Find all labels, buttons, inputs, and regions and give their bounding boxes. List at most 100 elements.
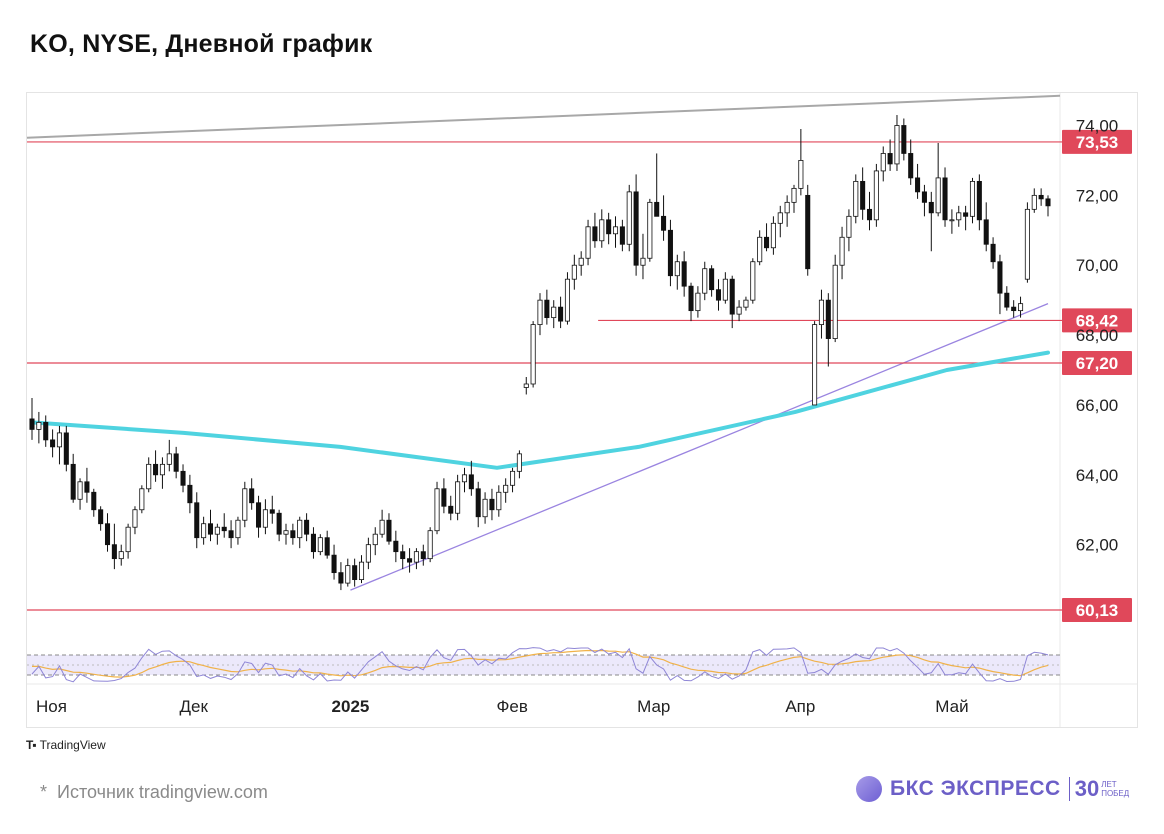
candle-body <box>715 289 722 301</box>
candle-body <box>269 509 275 514</box>
candle-body <box>29 418 35 430</box>
candle-body <box>942 177 948 221</box>
candle-body <box>43 422 49 441</box>
y-tick-label: 72,00 <box>1076 186 1119 205</box>
candle-body <box>434 488 440 532</box>
candle-body <box>420 551 426 560</box>
candle-body <box>839 236 845 266</box>
level-label-bg <box>1062 351 1132 376</box>
candle-body <box>654 201 660 217</box>
brand-separator <box>1068 777 1070 801</box>
candle-body <box>949 219 955 222</box>
candle-body <box>791 187 797 203</box>
candle-body <box>798 160 804 189</box>
candle-body <box>516 453 522 472</box>
candle-body <box>887 153 893 165</box>
candle-body <box>1024 208 1030 280</box>
brand-name: БКС ЭКСПРЕСС <box>890 777 1061 801</box>
candle-body <box>976 180 982 221</box>
candle-body <box>729 278 735 315</box>
candle-body <box>352 565 358 581</box>
candle-body <box>709 268 715 291</box>
candle-body <box>667 229 673 277</box>
candle-body <box>290 530 296 539</box>
candle-body <box>558 306 564 322</box>
candle-body <box>146 463 152 490</box>
candle-body <box>324 537 330 556</box>
x-tick-label: Апр <box>785 697 815 716</box>
candle-body <box>118 551 124 560</box>
y-tick-label: 66,00 <box>1076 396 1119 415</box>
candle-body <box>256 502 262 528</box>
candle-body <box>77 481 83 500</box>
candle-body <box>880 153 886 172</box>
candle-body <box>846 215 852 238</box>
candle-body <box>681 261 687 287</box>
x-tick-label: Май <box>935 697 968 716</box>
candle-body <box>393 540 399 553</box>
candle-body <box>661 215 667 231</box>
candle-body <box>688 285 694 312</box>
candle-body <box>585 226 591 259</box>
candle-body <box>750 261 756 301</box>
candle-body <box>612 226 619 235</box>
candle-body <box>530 324 536 385</box>
candle-body <box>825 299 831 339</box>
source-star: * <box>40 782 48 802</box>
candle-body <box>331 554 337 574</box>
candle-body <box>626 191 632 245</box>
candle-body <box>510 470 516 486</box>
candle-body <box>180 470 186 486</box>
candle-body <box>468 474 474 490</box>
candle-body <box>228 530 234 539</box>
candle-body <box>743 299 749 308</box>
candle-body <box>139 488 145 511</box>
candle-body <box>736 306 742 315</box>
candle-body <box>921 191 927 203</box>
y-tick-label: 70,00 <box>1076 256 1119 275</box>
candle-body <box>770 222 776 249</box>
candle-body <box>578 257 584 266</box>
candle-body <box>983 219 989 245</box>
candle-body <box>757 236 763 263</box>
brand-years: ЛЕТ ПОБЕД <box>1101 780 1129 798</box>
x-tick-label: Дек <box>180 697 209 716</box>
y-tick-label: 64,00 <box>1076 466 1119 485</box>
brand-number: 30 <box>1074 776 1100 801</box>
candle-body <box>427 530 433 560</box>
candle-body <box>777 212 783 224</box>
moving-average-line <box>30 350 1050 470</box>
candle-body <box>695 292 701 312</box>
candle-body <box>475 488 481 518</box>
candle-body <box>221 526 227 532</box>
level-label-bg <box>1062 129 1132 154</box>
candle-body <box>338 572 344 584</box>
candle-body <box>619 226 625 245</box>
candle-body <box>386 519 392 542</box>
candle-body <box>159 463 165 476</box>
candle-body <box>908 153 914 179</box>
candle-body <box>599 219 605 242</box>
candle-body <box>489 498 495 511</box>
candle-body <box>523 383 529 388</box>
candle-body <box>98 509 104 525</box>
y-tick-label: 62,00 <box>1076 536 1119 555</box>
candle-body <box>56 432 62 448</box>
level-label: 73,53 <box>1076 133 1119 152</box>
candle-body <box>1045 198 1051 207</box>
candle-body <box>647 201 653 259</box>
candle-body <box>201 523 207 539</box>
candle-body <box>592 226 598 242</box>
candle-body <box>482 498 488 518</box>
candle-body <box>997 261 1003 294</box>
chart-panel[interactable] <box>26 92 1138 728</box>
candle-body <box>1038 194 1044 200</box>
candle-body <box>633 191 639 266</box>
candle-body <box>544 299 550 319</box>
candle-body <box>496 491 502 511</box>
candle-body <box>461 474 468 483</box>
level-label: 67,20 <box>1076 354 1119 373</box>
candle-body <box>915 177 921 193</box>
